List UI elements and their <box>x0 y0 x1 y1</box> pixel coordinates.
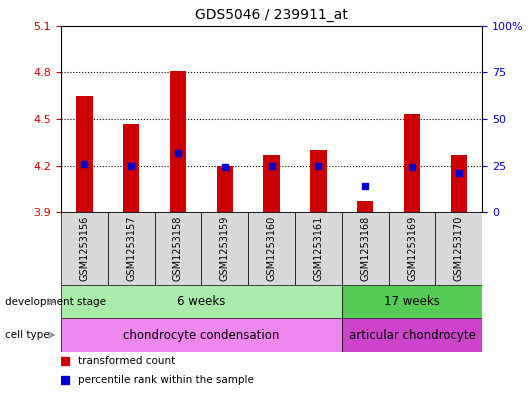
Title: GDS5046 / 239911_at: GDS5046 / 239911_at <box>195 8 348 22</box>
Bar <box>263 155 280 212</box>
Text: GSM1253156: GSM1253156 <box>80 216 90 281</box>
Bar <box>404 114 420 212</box>
Bar <box>61 212 108 285</box>
Text: transformed count: transformed count <box>78 356 175 366</box>
Text: 17 weeks: 17 weeks <box>384 295 440 308</box>
Text: GSM1253170: GSM1253170 <box>454 216 464 281</box>
Text: GSM1253160: GSM1253160 <box>267 216 277 281</box>
Bar <box>248 212 295 285</box>
Text: GSM1253161: GSM1253161 <box>313 216 323 281</box>
Bar <box>295 212 342 285</box>
Bar <box>436 212 482 285</box>
Bar <box>217 165 233 212</box>
Text: chondrocyte condensation: chondrocyte condensation <box>123 329 280 342</box>
Text: development stage: development stage <box>5 297 107 307</box>
Bar <box>357 201 374 212</box>
Text: articular chondrocyte: articular chondrocyte <box>349 329 475 342</box>
Text: cell type: cell type <box>5 330 50 340</box>
Bar <box>170 71 186 212</box>
Bar <box>123 123 139 212</box>
Bar <box>342 212 388 285</box>
Bar <box>342 285 482 318</box>
Bar <box>310 150 326 212</box>
Text: GSM1253158: GSM1253158 <box>173 216 183 281</box>
Text: GSM1253159: GSM1253159 <box>220 216 230 281</box>
Bar <box>155 212 201 285</box>
Text: percentile rank within the sample: percentile rank within the sample <box>78 375 254 385</box>
Bar <box>388 212 436 285</box>
Text: 6 weeks: 6 weeks <box>177 295 226 308</box>
Bar <box>201 212 248 285</box>
Bar <box>61 285 342 318</box>
Text: GSM1253168: GSM1253168 <box>360 216 370 281</box>
Bar <box>450 155 467 212</box>
Text: GSM1253157: GSM1253157 <box>126 216 136 281</box>
Bar <box>342 318 482 352</box>
Bar <box>108 212 155 285</box>
Text: GSM1253169: GSM1253169 <box>407 216 417 281</box>
Bar <box>61 318 342 352</box>
Bar <box>76 95 93 212</box>
